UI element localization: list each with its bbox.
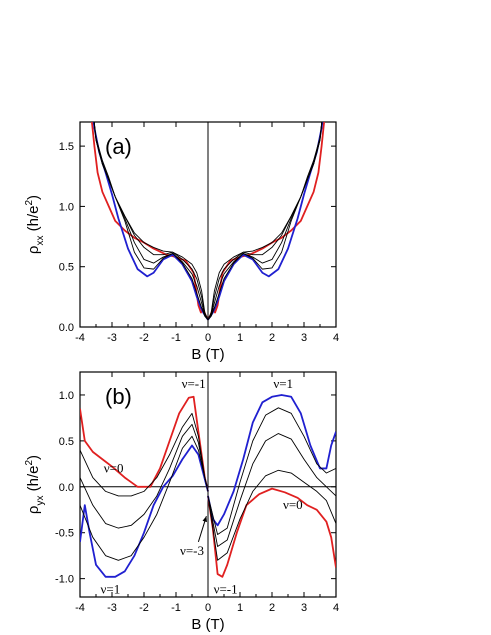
- series-line-red: [90, 122, 209, 321]
- series-line-black: [207, 122, 323, 321]
- panel-a: -4 -3 -2 -1 0 1 2 3 4 0.0 0.5 1.0 1.5 (a) B (T) ρxx (h/…: [24, 121, 339, 363]
- y-tick-label: 0.0: [59, 482, 74, 494]
- x-tick-label: -3: [107, 332, 117, 344]
- x-axis-label: B (T): [191, 616, 224, 633]
- filling-factor-label: ν=-1: [214, 582, 238, 597]
- series-line-black: [207, 469, 336, 561]
- x-tick-label: 3: [301, 602, 307, 614]
- series-line-red: [80, 395, 209, 492]
- x-axis-label: B (T): [191, 346, 224, 363]
- x-tick-label: 1: [237, 602, 243, 614]
- series-line-black: [207, 122, 323, 320]
- x-tick-label: -2: [139, 332, 149, 344]
- filling-factor-label: ν=0: [104, 460, 124, 475]
- x-tick-label: 0: [205, 332, 211, 344]
- filling-factor-label: ν=1: [101, 582, 121, 597]
- series-line-black: [207, 122, 323, 320]
- x-tick-label: 4: [333, 332, 339, 344]
- x-tick-label: -3: [107, 602, 117, 614]
- y-tick-label: 1.5: [59, 141, 74, 153]
- filling-factor-label: ν=-3: [180, 543, 204, 558]
- series-line-red: [207, 122, 326, 321]
- series-line-black: [207, 407, 336, 536]
- x-tick-label: -1: [171, 602, 181, 614]
- y-tick-label: 0.5: [59, 262, 74, 274]
- y-tick-label: -0.5: [55, 528, 74, 540]
- series-group: [90, 122, 326, 321]
- x-tick-label: 2: [269, 602, 275, 614]
- series-line-black: [207, 122, 323, 321]
- series-line-black: [80, 423, 209, 529]
- x-tick-label: 4: [333, 602, 339, 614]
- series-line-black: [207, 433, 336, 547]
- y-axis-label: ρyx (h/e2): [24, 455, 46, 514]
- y-tick-label: -1.0: [55, 574, 74, 586]
- x-tick-label: 2: [269, 332, 275, 344]
- y-tick-label: 1.0: [59, 201, 74, 213]
- x-tick-label: -4: [75, 332, 85, 344]
- y-tick-label: 1.0: [59, 390, 74, 402]
- x-tick-label: -4: [75, 602, 85, 614]
- filling-factor-label: ν=1: [273, 376, 293, 391]
- y-tick-label: 0.0: [59, 322, 74, 334]
- filling-factor-label: ν=-1: [182, 376, 206, 391]
- y-axis-label: ρxx (h/e2): [24, 195, 46, 254]
- series-group: [80, 394, 336, 578]
- x-tick-label: 0: [205, 602, 211, 614]
- x-tick-label: 3: [301, 332, 307, 344]
- series-line-black: [80, 412, 209, 497]
- series-line-blue: [207, 122, 324, 321]
- x-tick-label: -1: [171, 332, 181, 344]
- x-tick-label: 1: [237, 332, 243, 344]
- series-line-black: [93, 122, 209, 321]
- series-line-black: [80, 435, 209, 561]
- panel-label: (b): [105, 384, 132, 409]
- panel-label: (a): [105, 134, 132, 159]
- series-line-red: [207, 487, 336, 578]
- panel-b: -4 -3 -2 -1 0 1 2 3 4 -1.0 -0.5 0.0 0.5 1.0 (b) B (T) ρy…: [24, 371, 339, 633]
- x-tick-label: -2: [139, 602, 149, 614]
- series-line-black: [93, 122, 209, 321]
- series-line-blue: [80, 444, 209, 578]
- arrow-head: [202, 516, 207, 523]
- filling-factor-label: ν=0: [283, 497, 303, 512]
- y-tick-label: 0.5: [59, 436, 74, 448]
- series-line-blue: [207, 394, 336, 527]
